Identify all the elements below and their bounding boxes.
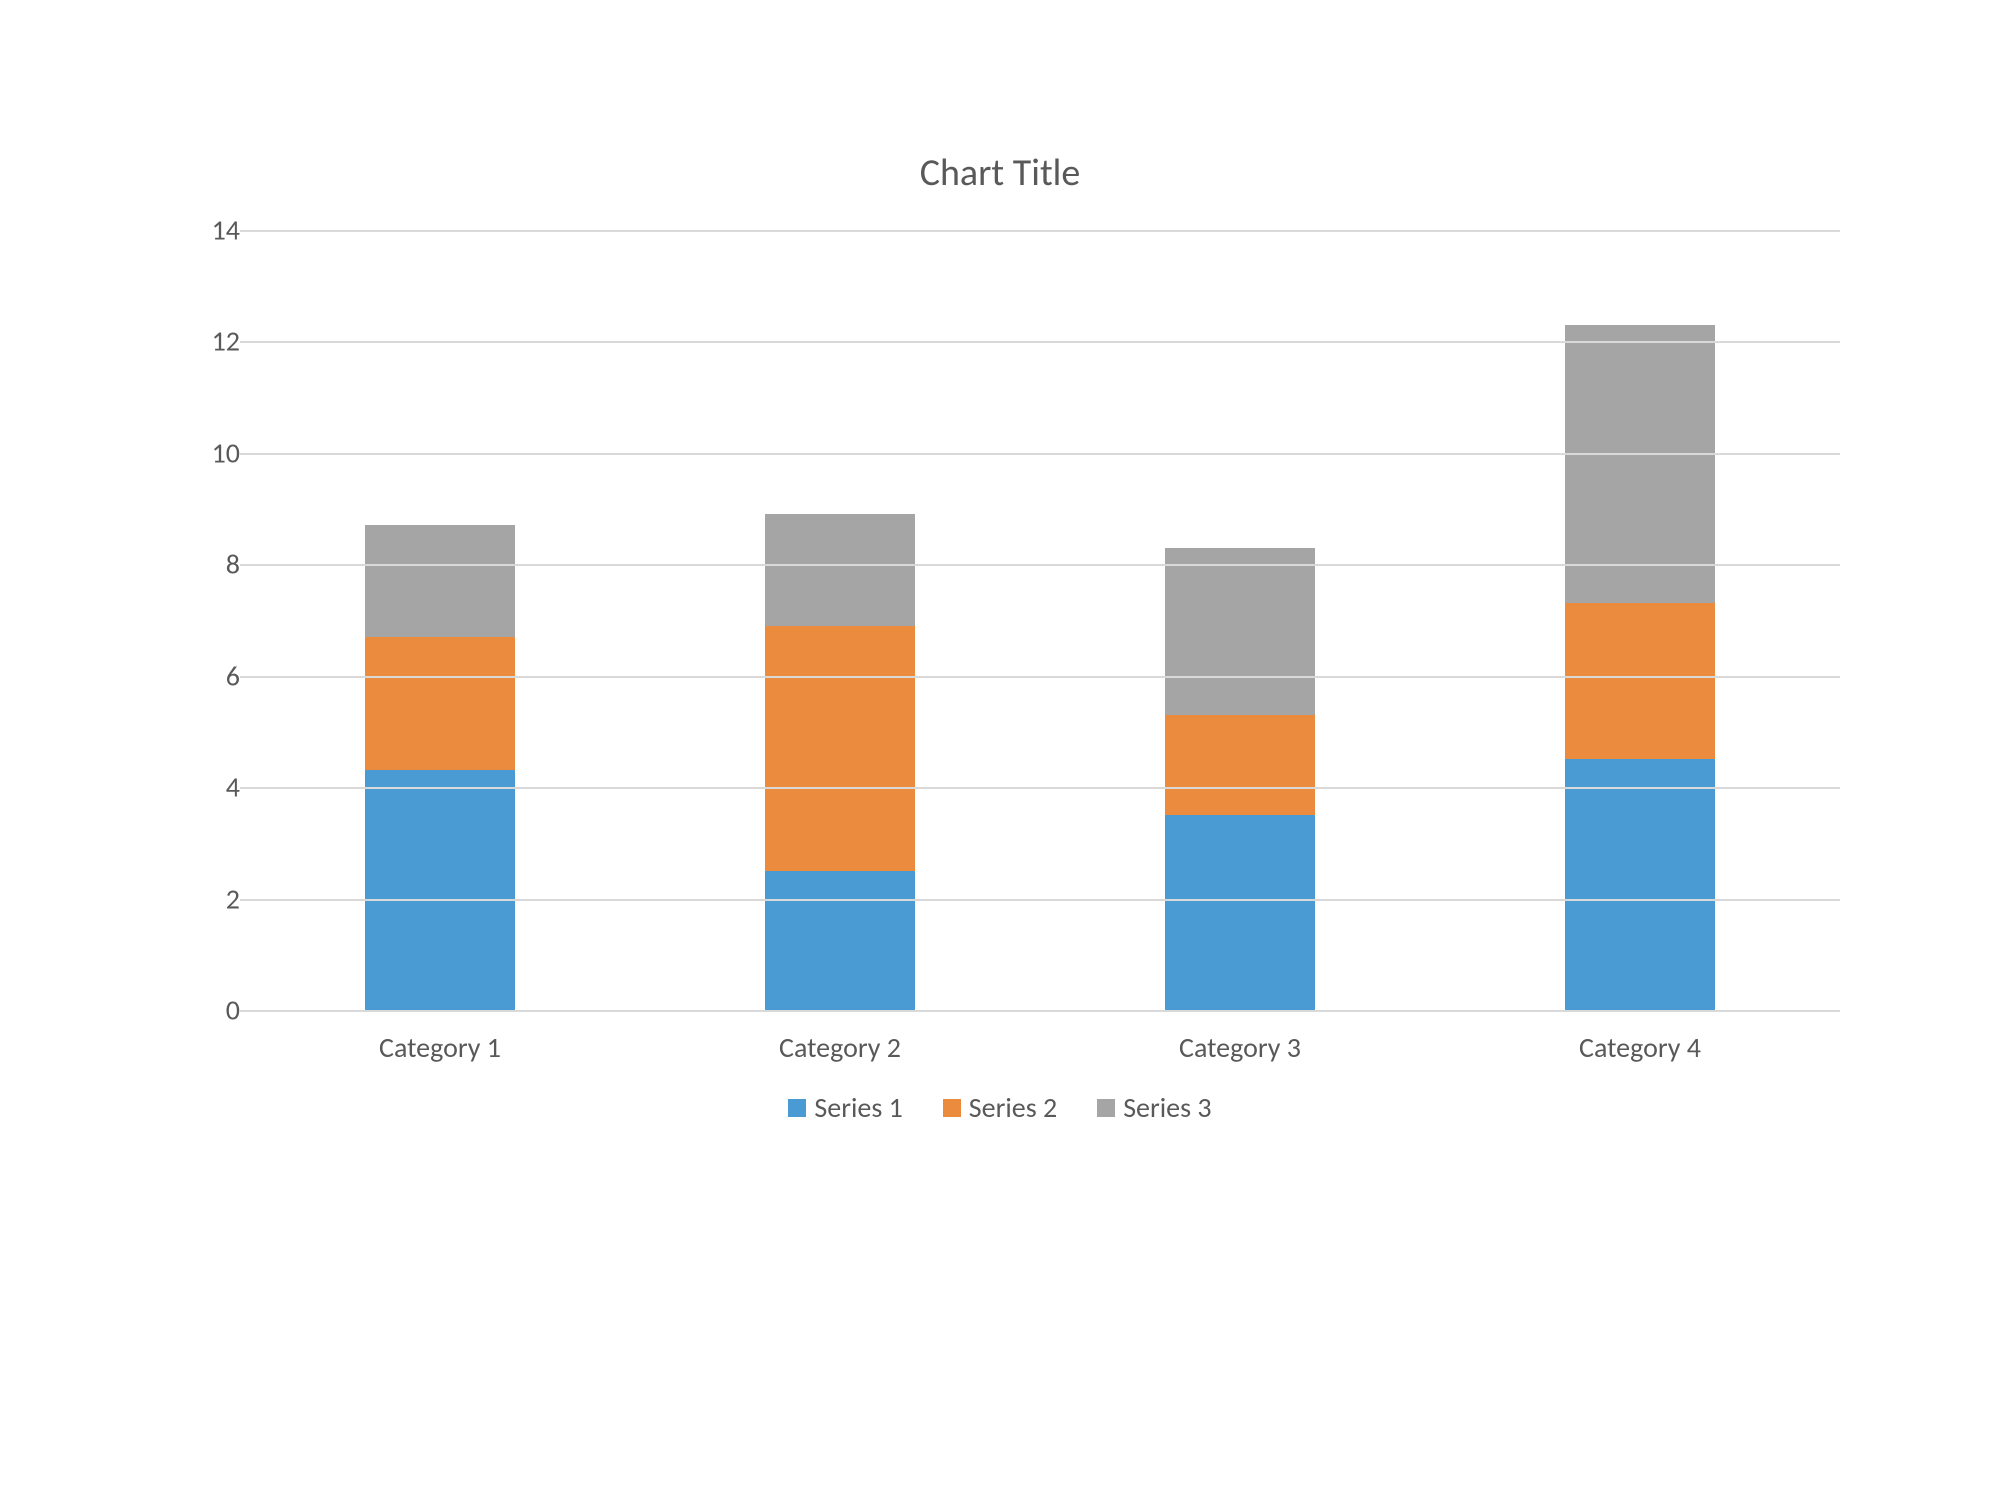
bar-segment: [1165, 815, 1315, 1010]
y-tick-label: 10: [180, 435, 240, 470]
bar-group: [1165, 548, 1315, 1010]
gridline: [240, 899, 1840, 901]
plot-area: [240, 230, 1840, 1012]
gridline: [240, 676, 1840, 678]
x-tick-label: Category 2: [779, 1030, 901, 1065]
gridline: [240, 230, 1840, 232]
legend-item: Series 2: [943, 1090, 1057, 1125]
bar-segment: [1565, 325, 1715, 604]
x-tick-label: Category 4: [1579, 1030, 1701, 1065]
bar-segment: [365, 637, 515, 771]
legend-label: Series 2: [969, 1090, 1057, 1125]
legend: Series 1 Series 2 Series 3: [140, 1090, 1860, 1125]
bar-segment: [1565, 603, 1715, 759]
y-tick-label: 6: [180, 658, 240, 693]
x-tick-label: Category 3: [1179, 1030, 1301, 1065]
bar-segment: [765, 626, 915, 871]
bar-segment: [1565, 759, 1715, 1010]
gridline: [240, 787, 1840, 789]
bar-segment: [765, 871, 915, 1010]
legend-label: Series 1: [814, 1090, 902, 1125]
bar-segment: [365, 770, 515, 1010]
bar-group: [1565, 325, 1715, 1010]
bar-segment: [1165, 715, 1315, 815]
legend-item: Series 1: [788, 1090, 902, 1125]
legend-item: Series 3: [1097, 1090, 1211, 1125]
gridline: [240, 453, 1840, 455]
legend-swatch: [943, 1099, 961, 1117]
chart-container: Chart Title Series 1 Series 2 Series 3 0 2 4…: [140, 150, 1860, 1180]
legend-swatch: [788, 1099, 806, 1117]
bar-group: [365, 525, 515, 1010]
legend-label: Series 3: [1123, 1090, 1211, 1125]
y-tick-label: 4: [180, 770, 240, 805]
gridline: [240, 341, 1840, 343]
bar-group: [765, 514, 915, 1010]
y-tick-label: 2: [180, 881, 240, 916]
gridline: [240, 564, 1840, 566]
y-tick-label: 14: [180, 213, 240, 248]
bar-segment: [365, 525, 515, 636]
y-tick-label: 0: [180, 993, 240, 1028]
legend-swatch: [1097, 1099, 1115, 1117]
bar-segment: [1165, 548, 1315, 715]
x-tick-label: Category 1: [379, 1030, 501, 1065]
chart-title: Chart Title: [140, 150, 1860, 196]
bar-segment: [765, 514, 915, 625]
bars-layer: [240, 230, 1840, 1010]
y-tick-label: 8: [180, 547, 240, 582]
y-tick-label: 12: [180, 324, 240, 359]
